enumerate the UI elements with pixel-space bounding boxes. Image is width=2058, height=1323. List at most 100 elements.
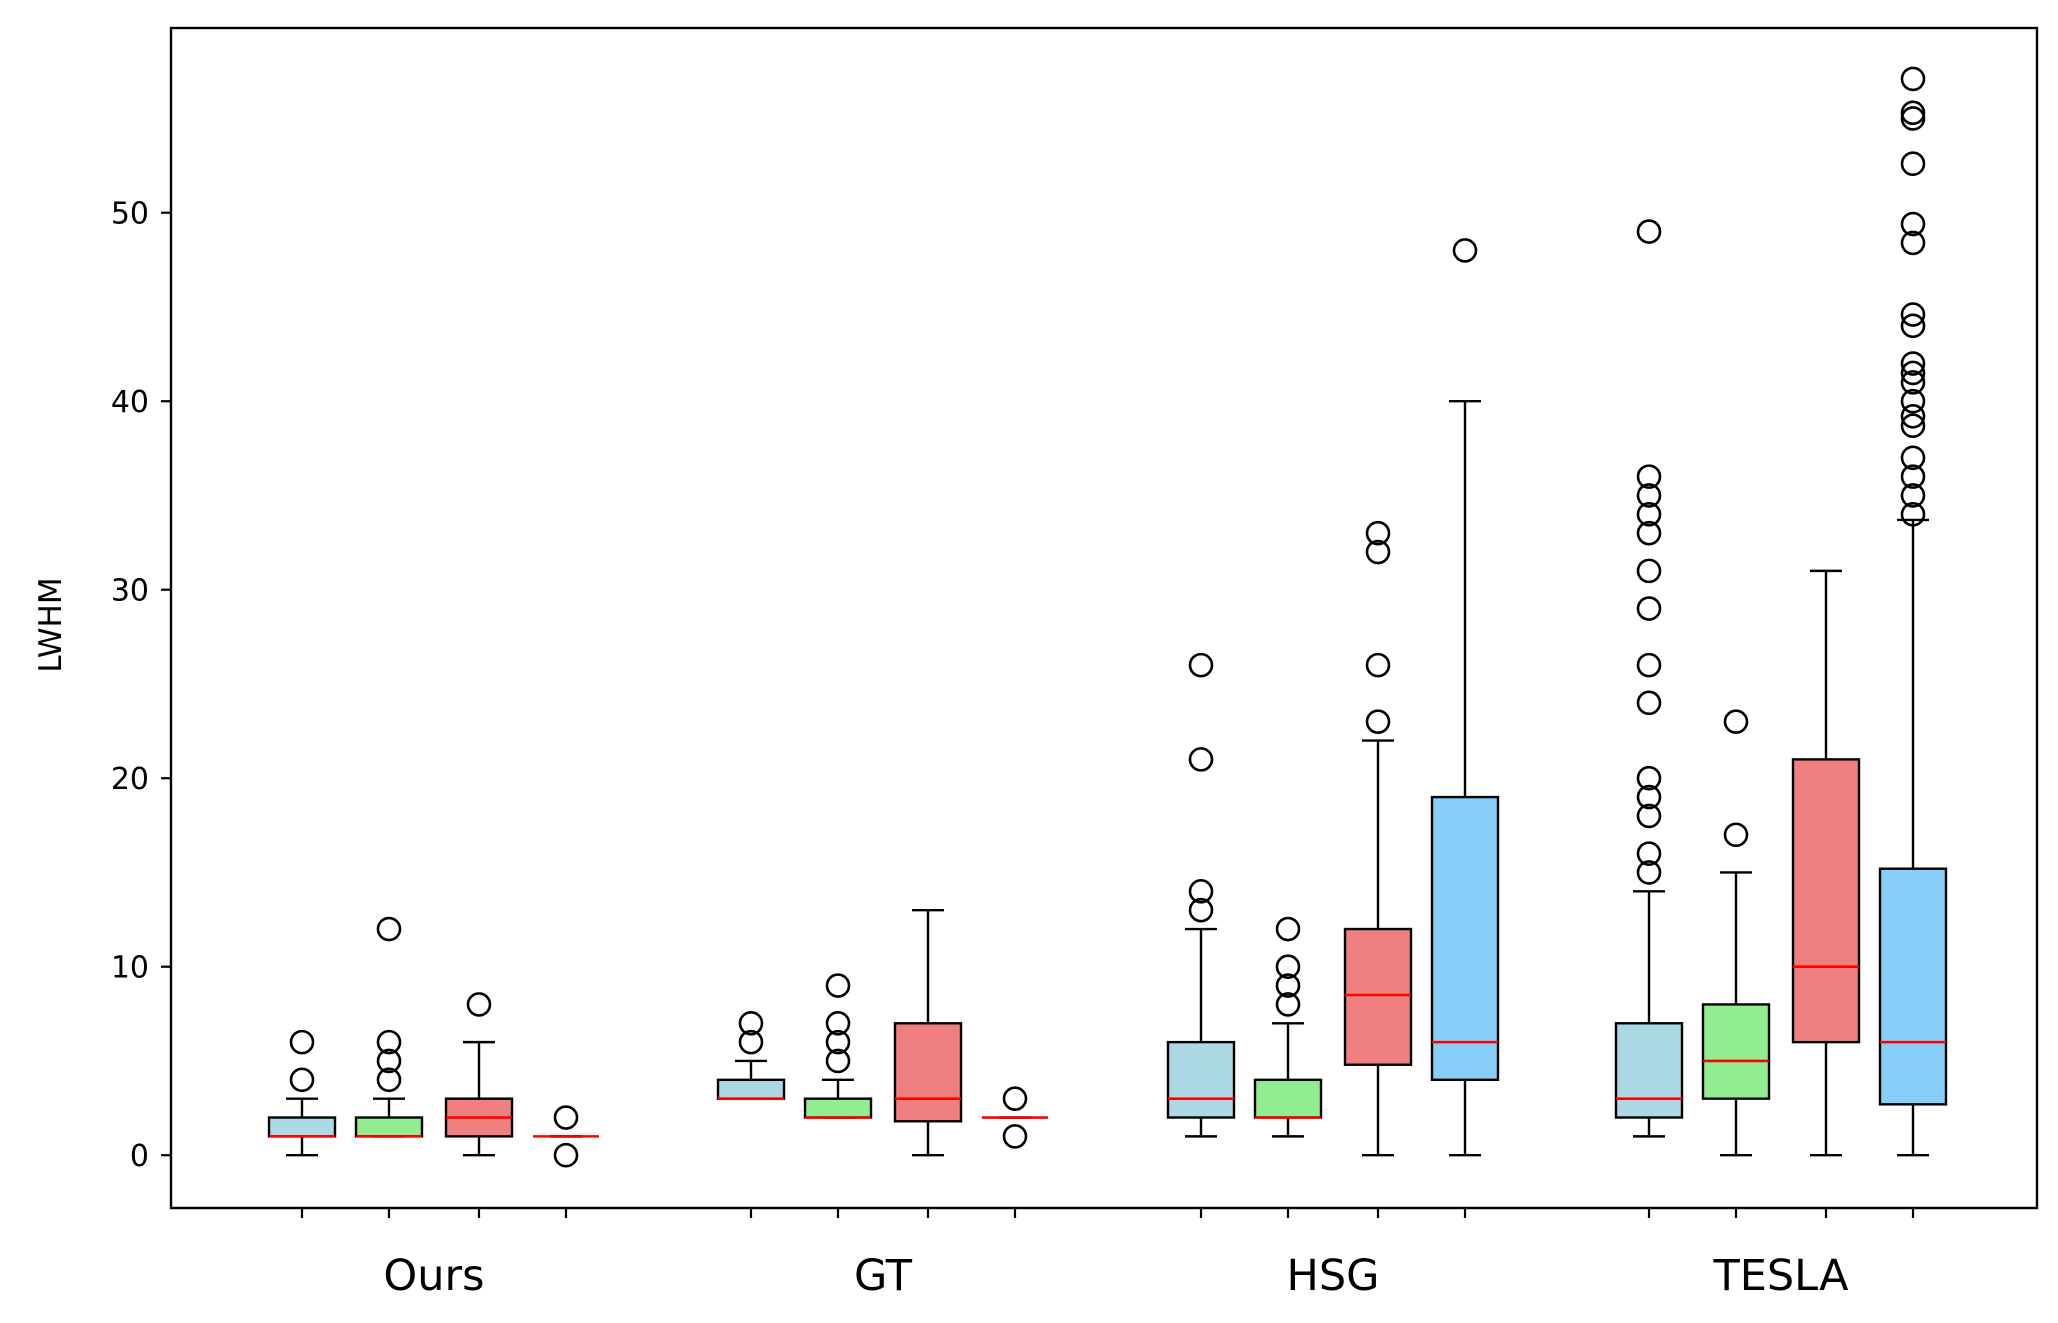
outlier-point (1900, 360, 1926, 386)
box-body (1701, 1003, 1771, 1100)
outlier-point (1636, 558, 1662, 584)
box-body (1614, 1022, 1684, 1119)
y-tick-label: 10 (111, 951, 149, 986)
outlier-point (1636, 803, 1662, 829)
outlier-point (1365, 539, 1391, 565)
boxes-layer (267, 66, 1948, 1168)
outlier-point (376, 916, 402, 942)
outlier-point (1900, 230, 1926, 256)
outlier-point (1900, 483, 1926, 508)
outlier-point (1365, 709, 1391, 734)
box-body (267, 1116, 337, 1138)
outlier-point (1900, 302, 1926, 327)
outlier-point (1900, 211, 1926, 237)
outlier-point (289, 1067, 315, 1093)
outlier-point (1636, 765, 1662, 791)
outlier-point (1365, 652, 1391, 678)
outlier-point (1002, 1086, 1028, 1111)
outlier-point (1452, 238, 1478, 263)
outlier-point (825, 973, 851, 998)
y-tick-label: 20 (111, 762, 149, 797)
box-body (803, 1097, 873, 1119)
box-tesla-2 (1791, 569, 1861, 1157)
outlier-point (1188, 652, 1214, 678)
outlier-point (1900, 388, 1926, 414)
box-body (1878, 867, 1948, 1106)
outlier-point (1723, 822, 1749, 848)
outlier-point (1900, 445, 1926, 471)
y-tick-label: 30 (111, 574, 149, 609)
outlier-point (553, 1105, 579, 1130)
box-gt-0 (716, 1010, 786, 1100)
outlier-point (1900, 151, 1926, 177)
outlier-point (1900, 66, 1926, 92)
y-axis-title: LWHM (33, 577, 69, 672)
outlier-point (376, 1067, 402, 1093)
box-tesla-3 (1878, 66, 1948, 1157)
box-ours-1 (354, 916, 424, 1138)
box-body (1253, 1078, 1323, 1119)
outlier-point (1188, 879, 1214, 904)
outlier-point (376, 1029, 402, 1055)
box-body (1166, 1040, 1236, 1119)
outlier-point (825, 1048, 851, 1074)
box-ours-3 (533, 1105, 599, 1168)
outlier-point (1636, 596, 1662, 621)
box-gt-2 (893, 908, 963, 1157)
outlier-point (1188, 747, 1214, 772)
outlier-point (1900, 464, 1926, 489)
plot-frame (169, 26, 2039, 1210)
box-hsg-1 (1253, 916, 1323, 1138)
y-tick-label: 0 (130, 1139, 149, 1174)
box-ours-0 (267, 1029, 337, 1157)
outlier-point (553, 1142, 579, 1168)
outlier-point (1275, 916, 1301, 942)
outlier-point (1900, 404, 1926, 429)
outlier-point (1636, 784, 1662, 810)
outlier-point (1636, 483, 1662, 508)
outlier-point (1002, 1124, 1028, 1149)
box-tesla-1 (1701, 709, 1771, 1157)
outlier-point (1188, 897, 1214, 923)
outlier-point (1636, 520, 1662, 546)
box-tesla-0 (1614, 219, 1684, 1138)
box-gt-3 (982, 1086, 1048, 1149)
outlier-point (1636, 652, 1662, 678)
outlier-point (1636, 860, 1662, 885)
outlier-point (1365, 520, 1391, 546)
x-category-label: GT (854, 1251, 913, 1301)
outlier-point (1636, 219, 1662, 244)
outlier-point (1900, 351, 1926, 376)
x-category-label: HSG (1287, 1251, 1380, 1301)
box-body (716, 1078, 786, 1100)
outlier-point (1900, 502, 1926, 527)
outlier-point (1900, 313, 1926, 339)
outlier-point (1636, 690, 1662, 716)
box-ours-2 (444, 992, 514, 1157)
box-body (1430, 795, 1500, 1082)
box-body (1343, 927, 1413, 1066)
box-body (354, 1116, 424, 1138)
outlier-point (1275, 992, 1301, 1017)
outlier-point (1900, 106, 1926, 131)
outlier-point (1636, 464, 1662, 489)
ticks-layer: 0 10 20 30 40 50 Ours GT HSG TESLA (111, 197, 1915, 1301)
outlier-point (1636, 502, 1662, 527)
outlier-point (289, 1029, 315, 1055)
outlier-point (738, 1029, 764, 1055)
outlier-point (1275, 954, 1301, 980)
box-body (893, 1022, 963, 1123)
outlier-point (1900, 370, 1926, 395)
y-tick-label: 40 (111, 385, 149, 420)
outlier-point (1723, 709, 1749, 734)
outlier-point (1900, 100, 1926, 126)
outlier-point (1900, 413, 1926, 439)
outlier-point (466, 992, 492, 1017)
outlier-point (376, 1048, 402, 1074)
x-category-label: Ours (383, 1251, 484, 1301)
y-tick-label: 50 (111, 197, 149, 232)
box-hsg-2 (1343, 520, 1413, 1157)
box-gt-1 (803, 973, 873, 1119)
